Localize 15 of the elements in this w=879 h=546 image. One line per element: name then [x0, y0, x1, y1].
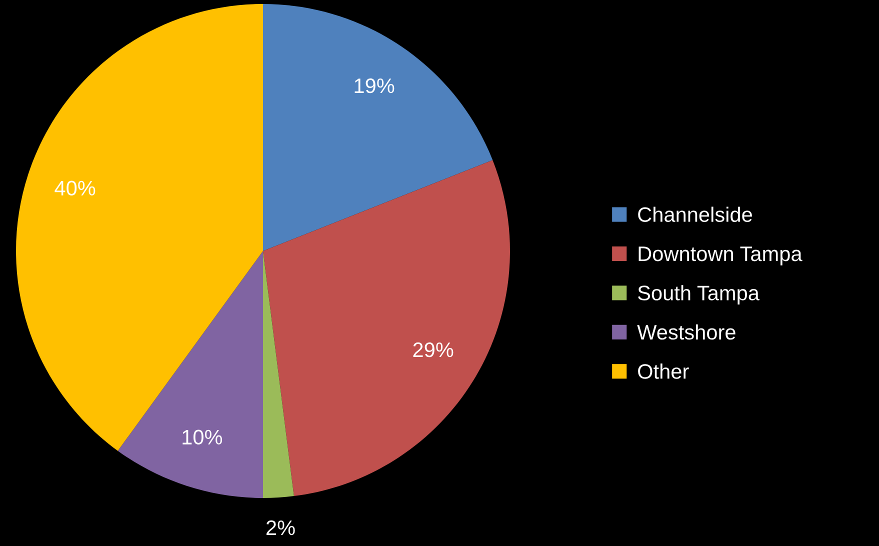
- legend-label: South Tampa: [638, 285, 760, 305]
- pie-slice: [118, 251, 263, 498]
- pie-slice: [16, 4, 263, 451]
- pie-slice: [263, 160, 510, 496]
- pie-slice: [263, 4, 493, 251]
- legend-label: Channelside: [638, 206, 752, 222]
- legend-label: Other: [638, 364, 689, 379]
- data-label: 10%: [182, 430, 222, 445]
- data-label: 40%: [54, 180, 96, 196]
- pie-slice: [263, 251, 294, 498]
- data-label: 2%: [266, 520, 295, 536]
- legend-label: Westshore: [637, 324, 736, 340]
- data-label: 19%: [354, 78, 394, 94]
- data-label: 29%: [413, 342, 454, 358]
- legend-label: Downtown Tampa: [638, 246, 802, 266]
